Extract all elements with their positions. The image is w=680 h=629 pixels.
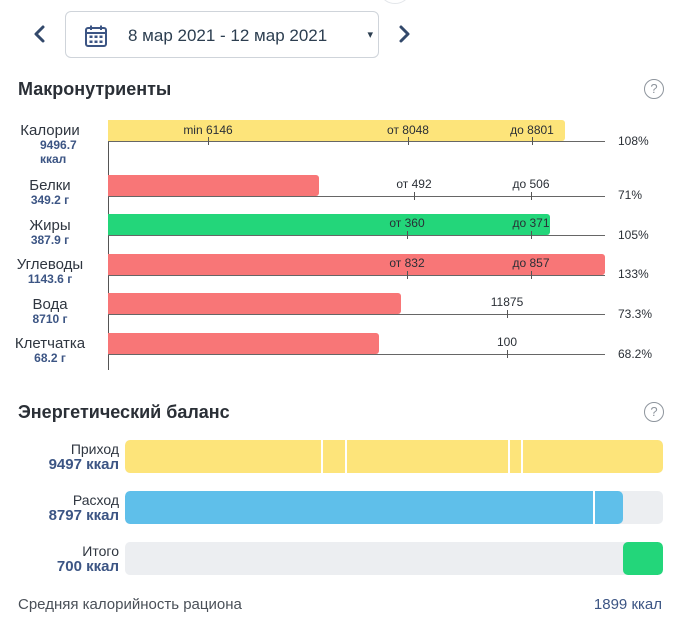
energy-expense-separator <box>593 491 595 524</box>
macro-value-protein: 349.2 г <box>30 193 70 207</box>
energy-income-separator <box>321 440 323 473</box>
macro-tick <box>507 350 508 358</box>
macro-tick <box>407 271 408 279</box>
macro-bar-calories <box>108 120 566 141</box>
macro-tick <box>507 310 508 318</box>
macro-percent-water: 73.3% <box>618 307 653 321</box>
macro-tick <box>408 137 409 145</box>
macro-label-water: Вода <box>32 296 68 313</box>
macro-marker-label: от 492 <box>396 177 432 191</box>
macro-ref-line-fiber <box>108 354 605 355</box>
energy-income-separator <box>508 440 510 473</box>
macro-ref-line-water <box>108 314 605 315</box>
macro-ref-line-calories <box>108 141 605 142</box>
energy-income-label: Приход <box>70 441 119 457</box>
macro-ref-line-fat <box>108 235 605 236</box>
macro-value-calories: 9496.7 <box>40 138 77 152</box>
avg-calorie-label: Средняя калорийность рациона <box>18 596 242 613</box>
macro-value-water: 8710 г <box>32 312 68 326</box>
macro-label-fat: Жиры <box>29 217 71 234</box>
macro-ref-line-carbs <box>108 275 605 276</box>
macros-axis <box>108 120 109 370</box>
macro-marker-label: от 360 <box>389 216 425 230</box>
macro-marker-label: до 371 <box>512 216 550 230</box>
macro-percent-calories: 108% <box>618 134 649 148</box>
macro-label-fiber: Клетчатка <box>14 335 86 352</box>
energy-expense-value: 8797 ккал <box>48 507 119 524</box>
macro-bar-fat <box>108 214 551 235</box>
macro-tick <box>414 192 415 200</box>
macro-marker-label: от 8048 <box>387 123 429 137</box>
energy-income-bar <box>125 440 663 473</box>
macros-chart: Калории 9496.7 ккал min 6146 от 8048 до … <box>0 115 680 375</box>
energy-total-track <box>125 542 663 575</box>
macro-percent-protein: 71% <box>618 188 643 202</box>
macro-tick <box>531 192 532 200</box>
energy-expense-label: Расход <box>72 492 119 508</box>
energy-total-label: Итого <box>82 543 119 559</box>
macro-marker-label: 11875 <box>490 295 524 309</box>
macro-tick <box>407 231 408 239</box>
macro-marker-label: от 832 <box>389 256 425 270</box>
macro-bar-protein <box>108 175 320 196</box>
energy-income-value: 9497 ккал <box>48 456 119 473</box>
macro-tick <box>531 231 532 239</box>
macro-value-fiber: 68.2 г <box>34 351 66 365</box>
chevron-left-icon <box>34 25 45 43</box>
macro-marker-label: min 6146 <box>183 123 233 137</box>
macro-label-protein: Белки <box>29 177 71 194</box>
energy-title: Энергетический баланс <box>18 402 230 422</box>
macro-marker-label: 100 <box>496 335 518 349</box>
macro-marker-label: до 857 <box>512 256 550 270</box>
energy-total-value: 700 ккал <box>56 558 119 575</box>
macro-percent-fat: 105% <box>618 228 649 242</box>
macro-bar-carbs <box>108 254 605 275</box>
avg-calorie-value: 1899 ккал <box>593 596 662 613</box>
macro-ref-line-protein <box>108 196 605 197</box>
energy-expense-track <box>125 491 663 524</box>
energy-income-separator <box>345 440 347 473</box>
macros-title: Макронутриенты <box>18 79 172 99</box>
macro-label-calories: Калории <box>20 122 80 139</box>
calendar-icon <box>84 24 108 48</box>
prev-date-button[interactable] <box>29 22 51 46</box>
energy-expense-bar <box>125 491 624 524</box>
energy-total-bar <box>623 542 663 575</box>
macro-percent-carbs: 133% <box>618 267 649 281</box>
macro-tick <box>532 137 533 145</box>
macro-value-carbs: 1143.6 г <box>27 272 73 286</box>
date-range-picker[interactable]: 8 мар 2021 - 12 мар 2021 ▾ <box>65 11 379 58</box>
macro-bar-fiber <box>108 333 379 354</box>
top-tab-arc <box>378 0 412 4</box>
macro-marker-label: до 506 <box>512 177 550 191</box>
macro-value-fat: 387.9 г <box>30 233 70 247</box>
macro-marker-label: до 8801 <box>510 123 554 137</box>
caret-down-icon: ▾ <box>367 29 373 41</box>
date-range-text: 8 мар 2021 - 12 мар 2021 <box>128 26 328 45</box>
energy-income-separator <box>521 440 523 473</box>
energy-income-track <box>125 440 663 473</box>
macros-help-icon[interactable]: ? <box>644 79 664 99</box>
macro-tick <box>531 271 532 279</box>
chevron-right-icon <box>399 25 410 43</box>
next-date-button[interactable] <box>393 22 415 46</box>
macro-bar-water <box>108 293 402 314</box>
energy-help-icon[interactable]: ? <box>644 402 664 422</box>
macro-label-carbs: Углеводы <box>16 256 84 273</box>
macro-unit-calories: ккал <box>40 152 67 166</box>
macro-percent-fiber: 68.2% <box>618 347 653 361</box>
macro-tick <box>208 137 209 145</box>
